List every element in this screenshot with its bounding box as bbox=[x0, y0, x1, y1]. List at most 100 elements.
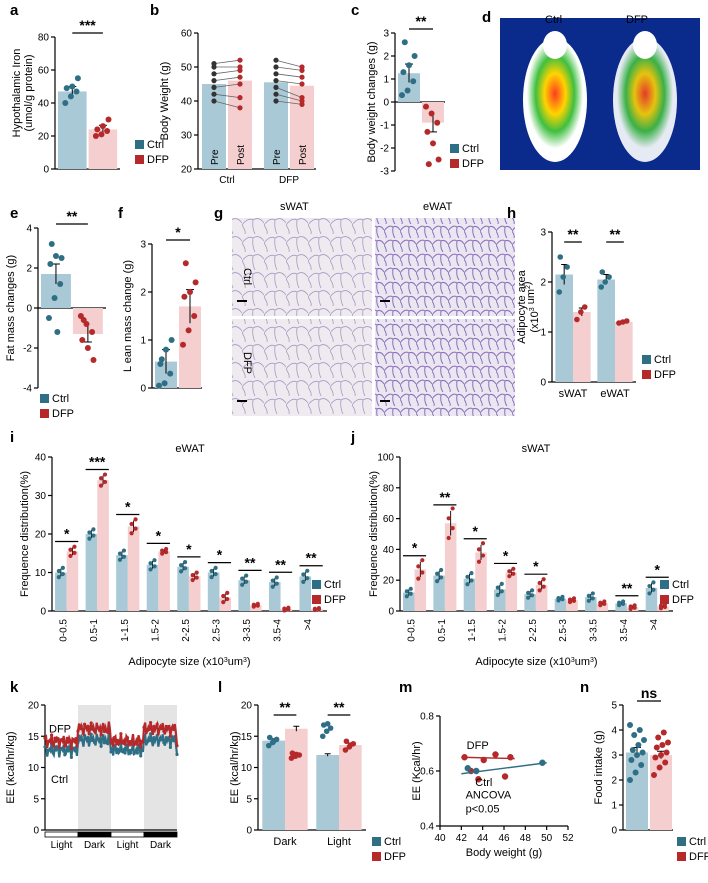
bar-dfp bbox=[250, 605, 262, 611]
significance-label: ** bbox=[66, 208, 77, 224]
legend-swatch-dfp bbox=[450, 159, 459, 168]
data-point bbox=[658, 752, 664, 758]
y-tick-label: 5 bbox=[33, 794, 39, 805]
data-point bbox=[557, 254, 564, 260]
x-tick-label: 0.5-1 bbox=[437, 619, 448, 642]
y-tick-label: 4 bbox=[26, 224, 32, 235]
bar-ctrl bbox=[85, 534, 98, 611]
y-tick-label: 0 bbox=[611, 826, 617, 837]
bar-ctrl bbox=[626, 752, 648, 830]
bar-ctrl bbox=[146, 564, 159, 611]
histology-col-ewat: eWAT bbox=[423, 201, 453, 213]
data-point bbox=[182, 260, 189, 267]
bar-inner-label: Pre bbox=[210, 149, 221, 165]
data-point bbox=[632, 769, 639, 776]
data-point bbox=[651, 587, 656, 592]
bar-ctrl bbox=[645, 587, 658, 611]
data-point bbox=[404, 594, 409, 599]
x-axis-label-part: 3 bbox=[590, 657, 594, 664]
ee-trace-dfp-point bbox=[149, 720, 153, 725]
y-tick-label: 3 bbox=[140, 240, 146, 251]
x-tick-label: >4 bbox=[649, 619, 660, 631]
phase-bar bbox=[77, 831, 112, 838]
x-axis-label-part: um bbox=[575, 656, 590, 668]
significance-label: ** bbox=[568, 226, 579, 242]
ee-trace-dfp-point bbox=[132, 743, 136, 747]
data-point bbox=[641, 737, 647, 743]
legend-swatch-ctrl bbox=[642, 355, 651, 364]
bar-ctrl bbox=[463, 578, 476, 611]
series-label-ctrl: Ctrl bbox=[475, 777, 492, 789]
legend-swatch-ctrl bbox=[677, 837, 686, 846]
legend-label-ctrl: Ctrl bbox=[52, 393, 69, 405]
significance-label: ** bbox=[439, 489, 450, 505]
scatter-point-dfp bbox=[492, 751, 499, 758]
data-point bbox=[57, 281, 64, 287]
y-axis-label: Body weight changes (g) bbox=[366, 41, 378, 162]
y-tick-label: 40 bbox=[383, 545, 395, 556]
panel-i: i eWAT 0 10 20 30 40 Frequence distribution(%) 0… bbox=[10, 429, 346, 668]
bar-dfp bbox=[414, 569, 427, 611]
scatter-point-dfp bbox=[461, 754, 468, 761]
ee-trace-dfp-point bbox=[119, 732, 123, 736]
bar-ctrl bbox=[116, 555, 128, 611]
bar-dfp bbox=[573, 312, 591, 382]
data-point-pre bbox=[273, 71, 279, 77]
data-point-post bbox=[299, 64, 305, 70]
pair-line bbox=[213, 100, 241, 109]
data-point bbox=[439, 567, 444, 573]
pair-line bbox=[275, 100, 303, 105]
data-point bbox=[469, 571, 474, 576]
data-point bbox=[92, 133, 99, 139]
data-point bbox=[590, 591, 595, 596]
ee-trace-ctrl-point bbox=[73, 748, 77, 752]
ee-trace-ctrl-point bbox=[168, 745, 172, 750]
y-axis-label: Hypothalamic Iron bbox=[11, 49, 23, 138]
panel-k: k 0 5 10 15 20 EE (kcal/hr/kg) DFP Ctrl Light Dark… bbox=[5, 679, 179, 851]
data-point bbox=[182, 566, 188, 571]
data-point bbox=[411, 53, 418, 59]
bar-ctrl bbox=[554, 598, 567, 611]
data-point bbox=[526, 590, 531, 595]
data-point-pre bbox=[273, 64, 279, 70]
y-tick-label: 0.4 bbox=[420, 822, 434, 833]
data-point bbox=[67, 93, 74, 100]
data-point bbox=[221, 593, 226, 599]
data-point bbox=[476, 547, 482, 552]
legend-label-dfp: DFP bbox=[654, 369, 676, 381]
pair-line bbox=[213, 93, 241, 98]
ee-trace-ctrl-point bbox=[92, 740, 97, 744]
data-point bbox=[499, 589, 504, 594]
y-tick-label: 2 bbox=[383, 52, 389, 63]
significance-label: * bbox=[156, 527, 162, 543]
image-label-ctrl: Ctrl bbox=[545, 14, 562, 26]
y-tick-label: 1 bbox=[611, 801, 617, 812]
ee-trace-dfp-point bbox=[129, 742, 133, 746]
pair-line bbox=[275, 80, 303, 85]
panel-n: n 0 1 2 3 4 5 ns Food intake (g) Ctrl DFP bbox=[580, 679, 708, 863]
data-point bbox=[617, 600, 622, 605]
data-point bbox=[94, 126, 101, 133]
bar-ctrl bbox=[316, 755, 339, 830]
data-point bbox=[182, 560, 188, 565]
data-point bbox=[89, 329, 96, 335]
data-point bbox=[240, 576, 245, 581]
y-tick-label: 2 bbox=[540, 278, 546, 289]
data-point bbox=[537, 580, 542, 586]
x-axis-label-part: 3 bbox=[224, 657, 228, 664]
histology-row-ctrl: Ctrl bbox=[241, 268, 253, 285]
pair-line bbox=[275, 59, 303, 68]
bar-dfp bbox=[66, 551, 79, 611]
data-point bbox=[627, 777, 633, 783]
data-point-pre bbox=[273, 98, 279, 104]
y-tick-label: 15 bbox=[28, 732, 40, 743]
data-point bbox=[129, 521, 134, 527]
y-axis-label: Food intake (g) bbox=[593, 731, 605, 805]
x-tick-label: 0-0.5 bbox=[59, 619, 70, 642]
x-tick-label: 3-3.5 bbox=[589, 619, 600, 642]
bar-dfp bbox=[219, 597, 232, 611]
data-point bbox=[105, 116, 112, 123]
data-point bbox=[117, 551, 123, 556]
data-point bbox=[556, 289, 563, 295]
data-point bbox=[602, 279, 608, 285]
